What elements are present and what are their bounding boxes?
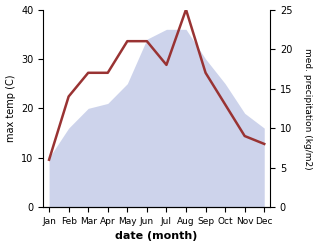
X-axis label: date (month): date (month) (115, 231, 198, 242)
Y-axis label: max temp (C): max temp (C) (5, 75, 16, 142)
Y-axis label: med. precipitation (kg/m2): med. precipitation (kg/m2) (303, 48, 313, 169)
